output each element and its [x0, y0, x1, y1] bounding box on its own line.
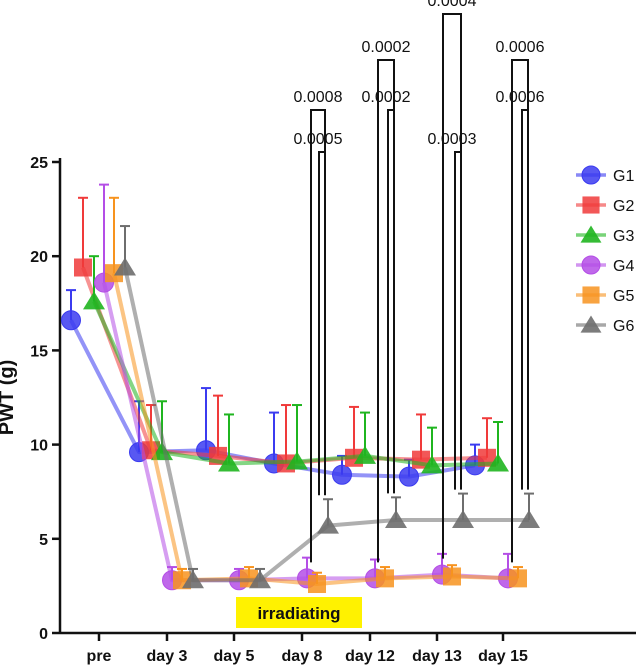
series-group — [61, 183, 540, 594]
point-g1-day-12 — [332, 464, 352, 485]
axes: 0 5 10 15 20 25 pre day 3 day 5 day 8 day 12 day 13… — [0, 155, 636, 665]
y-tick-label-25: 25 — [30, 155, 48, 172]
point-g6-day-3 — [182, 570, 204, 589]
point-g6-day-13 — [452, 509, 474, 528]
point-g3-day-5 — [218, 453, 240, 472]
x-tick-label-day-15: day 15 — [478, 648, 528, 665]
series-line-g4 — [102, 282, 509, 583]
legend-label-g3: G3 — [613, 228, 634, 245]
legend-item-g1: G1 — [576, 165, 634, 185]
p-value-upper-day-13: 0.0004 — [428, 0, 477, 10]
significance-brackets: 0.00080.00050.00020.00020.00040.00030.00… — [294, 0, 545, 563]
irradiating-annotation: irradiating — [236, 597, 362, 628]
x-tick-label-day-13: day 13 — [412, 648, 462, 665]
point-g3-day-12 — [354, 445, 376, 464]
point-g6-day-15 — [518, 509, 540, 528]
point-g3-day-13 — [421, 455, 443, 474]
legend-label-g5: G5 — [613, 288, 634, 305]
x-tick-label-day-5: day 5 — [214, 648, 255, 665]
bracket-upper-day-12 — [377, 59, 395, 563]
bracket-upper-day-8 — [310, 109, 326, 563]
legend-label-g6: G6 — [613, 318, 634, 335]
point-g3-day-15 — [487, 453, 509, 472]
significance-day-13: 0.0004 0.0003 — [428, 0, 477, 559]
legend-label-g1: G1 — [613, 168, 634, 185]
legend-item-g6: G6 — [576, 315, 634, 335]
p-value-lower-day-8: 0.0005 — [294, 131, 343, 148]
legend-marker-g2 — [582, 196, 600, 214]
p-value-upper-day-8: 0.0008 — [294, 89, 343, 106]
legend: G1 G2 G3 G4 G5 G6 — [576, 165, 634, 335]
significance-day-8: 0.0008 0.0005 — [294, 89, 343, 563]
point-g6-day-8 — [317, 515, 339, 534]
bracket-lower-day-15 — [521, 109, 529, 490]
p-value-lower-day-13: 0.0003 — [428, 131, 477, 148]
y-tick-label-10: 10 — [30, 438, 48, 455]
point-g5-day-8 — [308, 575, 326, 594]
bracket-upper-day-15 — [511, 59, 529, 563]
irradiating-highlight — [236, 597, 362, 628]
x-tick-label-day-8: day 8 — [282, 648, 323, 665]
legend-item-g3: G3 — [576, 225, 634, 245]
legend-item-g5: G5 — [576, 286, 634, 305]
x-tick-label-day-3: day 3 — [147, 648, 188, 665]
y-tick-label-20: 20 — [30, 249, 48, 266]
point-g6-pre — [114, 257, 136, 276]
bracket-lower-day-13 — [454, 151, 462, 490]
point-g3-pre — [83, 291, 105, 310]
significance-day-15: 0.0006 0.0006 — [496, 39, 545, 563]
p-value-upper-day-15: 0.0006 — [496, 39, 545, 56]
y-tick-label-15: 15 — [30, 343, 48, 360]
y-axis-title: PWT (g) — [0, 360, 18, 436]
point-g5-day-12 — [376, 569, 394, 588]
legend-marker-g3 — [580, 225, 602, 243]
legend-marker-g5 — [582, 286, 600, 304]
x-tick-label-pre: pre — [87, 648, 112, 665]
legend-label-g2: G2 — [613, 198, 634, 215]
point-g6-day-5 — [249, 570, 271, 589]
legend-item-g4: G4 — [576, 255, 634, 275]
p-value-upper-day-12: 0.0002 — [362, 39, 411, 56]
p-value-lower-day-15: 0.0006 — [496, 89, 545, 106]
point-g5-day-15 — [509, 569, 527, 588]
point-g3-day-8 — [286, 451, 308, 470]
legend-marker-g4 — [581, 255, 601, 275]
bracket-lower-day-12 — [387, 109, 395, 494]
series-g6 — [114, 225, 540, 589]
p-value-lower-day-12: 0.0002 — [362, 89, 411, 106]
significance-day-12: 0.0002 0.0002 — [362, 39, 411, 563]
legend-item-g2: G2 — [576, 196, 634, 215]
point-g5-day-13 — [443, 567, 461, 586]
legend-label-g4: G4 — [613, 258, 634, 275]
point-g2-pre — [74, 258, 92, 277]
x-tick-label-day-12: day 12 — [345, 648, 395, 665]
point-g1-day-13 — [399, 466, 419, 487]
point-g6-day-12 — [385, 509, 407, 528]
y-tick-label-5: 5 — [39, 532, 48, 549]
y-tick-label-0: 0 — [39, 626, 48, 643]
legend-marker-g6 — [580, 315, 602, 333]
point-g1-pre — [61, 310, 81, 331]
legend-marker-g1 — [581, 165, 601, 185]
irradiating-label: irradiating — [257, 604, 340, 623]
bracket-upper-day-13 — [442, 13, 462, 559]
bracket-lower-day-8 — [318, 151, 326, 496]
